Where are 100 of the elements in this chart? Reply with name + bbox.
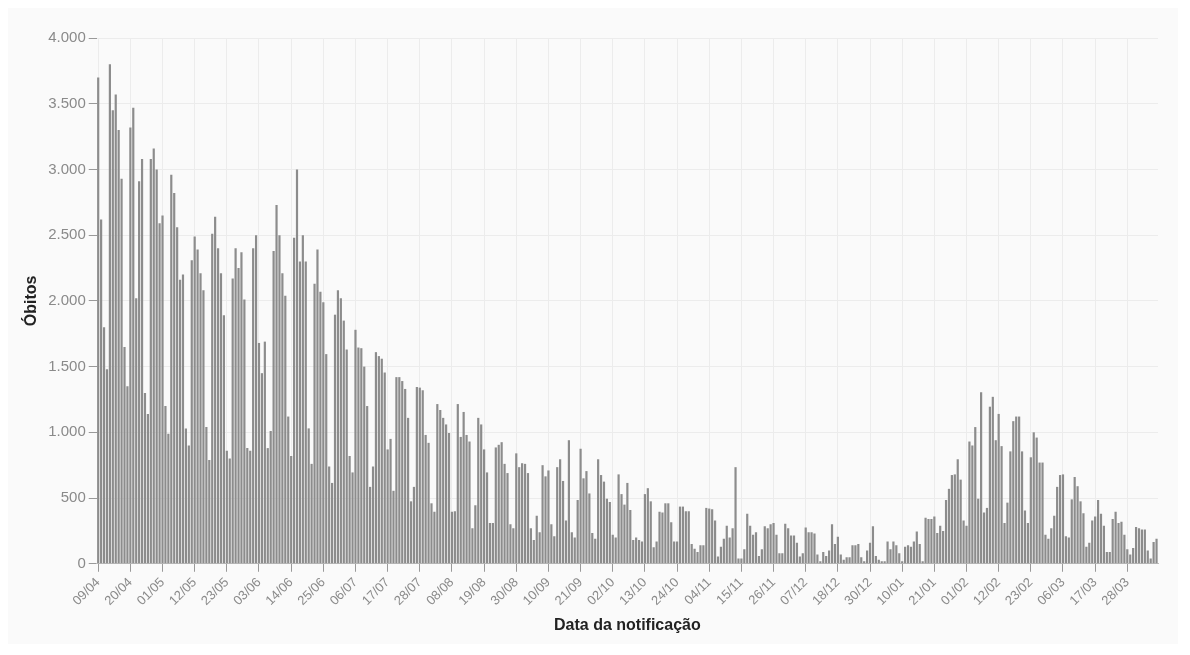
bar — [161, 215, 164, 564]
y-tick-label: 2.000 — [48, 291, 86, 309]
bar — [950, 475, 953, 564]
bar — [415, 386, 418, 564]
bar — [772, 523, 775, 564]
bar — [559, 459, 562, 564]
bar — [854, 545, 857, 564]
bar — [1012, 421, 1015, 564]
bar — [401, 381, 404, 564]
bar — [547, 470, 550, 564]
bar — [974, 427, 977, 564]
y-tick-label: 4.000 — [48, 28, 86, 46]
bar — [617, 474, 620, 564]
bar — [997, 413, 1000, 564]
bar — [687, 511, 690, 564]
bar — [895, 545, 898, 564]
bar — [927, 519, 930, 564]
bar — [886, 541, 889, 564]
bar — [421, 390, 424, 564]
bar — [705, 507, 708, 564]
y-axis-title: Óbitos — [21, 275, 40, 327]
bar — [991, 396, 994, 564]
bar — [535, 515, 538, 564]
bar — [930, 519, 933, 564]
bar — [456, 404, 459, 564]
y-tick-label: 3.000 — [48, 159, 86, 177]
y-tick-label: 500 — [60, 488, 86, 506]
bar — [1018, 416, 1021, 564]
bar — [418, 387, 421, 564]
bar — [810, 532, 813, 564]
bar — [699, 545, 702, 564]
bar — [597, 459, 600, 564]
bar — [1091, 520, 1094, 564]
bar — [254, 235, 258, 564]
bar — [980, 392, 983, 564]
bar — [389, 438, 392, 564]
bar — [763, 526, 766, 564]
bar — [892, 541, 895, 564]
bar — [1073, 477, 1076, 564]
bar — [193, 236, 196, 564]
bar — [830, 524, 834, 564]
bar — [746, 513, 749, 564]
bar — [398, 377, 401, 564]
bar — [336, 290, 340, 564]
bar — [170, 174, 173, 564]
bar — [968, 441, 971, 564]
bar — [956, 459, 959, 564]
bar — [637, 540, 641, 564]
bar — [140, 158, 144, 564]
bar — [813, 533, 816, 564]
bar — [301, 235, 304, 564]
bar — [316, 249, 319, 564]
bar — [635, 537, 638, 564]
bar — [567, 440, 570, 564]
y-tick-label: 3.500 — [48, 93, 86, 111]
bar — [1096, 500, 1100, 564]
bar — [380, 358, 383, 564]
bar — [497, 444, 500, 564]
bar — [1058, 475, 1062, 564]
bar — [1041, 462, 1044, 564]
y-tick-label: 0 — [77, 553, 86, 571]
bar — [871, 526, 875, 564]
bar — [807, 532, 810, 564]
bar — [541, 465, 544, 564]
bar — [360, 348, 363, 564]
bar — [626, 482, 629, 564]
bar — [1032, 432, 1035, 564]
bar — [436, 404, 439, 564]
bar — [804, 527, 807, 564]
bar — [787, 528, 790, 564]
bar — [734, 467, 737, 564]
bar — [684, 511, 687, 564]
bar — [836, 536, 839, 564]
bar — [234, 248, 237, 564]
bar — [851, 545, 854, 564]
bar — [354, 329, 357, 564]
bar — [725, 525, 728, 564]
bar — [494, 447, 497, 564]
y-tick-label: 1.500 — [48, 356, 86, 374]
bar — [97, 77, 100, 564]
bar — [152, 148, 155, 564]
bar — [521, 463, 524, 564]
bar — [114, 94, 117, 564]
bar — [664, 503, 667, 564]
bar — [1061, 474, 1065, 564]
bar — [263, 341, 266, 564]
bar — [678, 506, 682, 564]
bar — [275, 204, 278, 564]
bar — [1134, 526, 1138, 564]
bar — [769, 524, 772, 564]
bar — [214, 216, 217, 564]
bar — [579, 448, 582, 564]
bar — [857, 544, 860, 564]
bar — [132, 107, 135, 564]
bar — [1015, 416, 1018, 564]
y-tick-label: 1.000 — [48, 422, 86, 440]
bar — [1120, 521, 1123, 564]
bar — [667, 503, 670, 564]
bar — [295, 169, 299, 564]
bar — [500, 442, 503, 564]
